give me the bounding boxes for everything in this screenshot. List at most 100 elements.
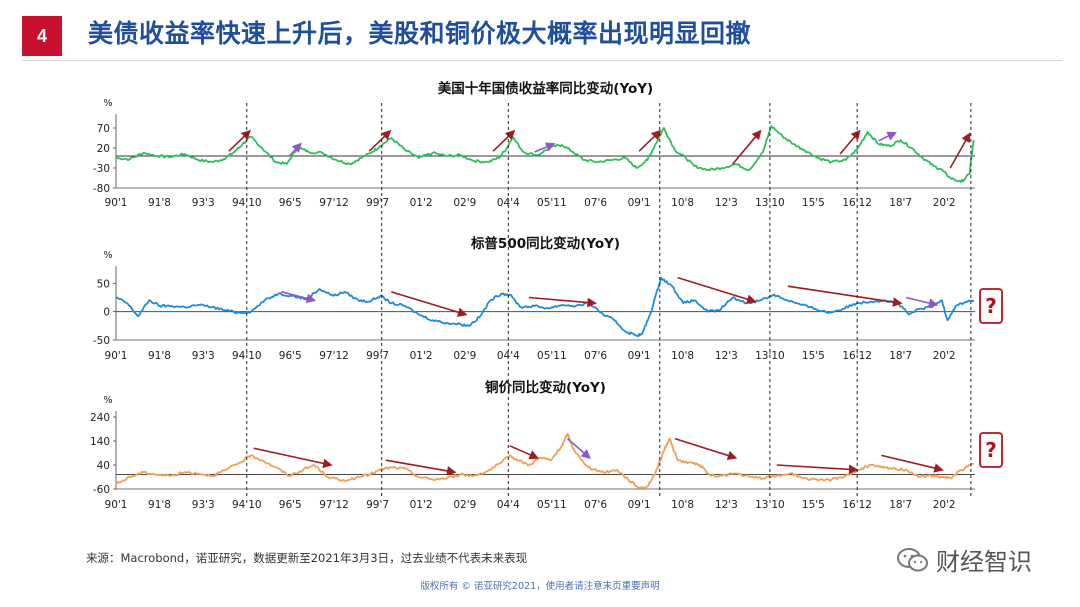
red-trend-arrow: [949, 132, 971, 169]
x-tick-label: 96'5: [279, 350, 302, 362]
x-tick-label: 12'3: [715, 197, 738, 209]
charts-canvas: 美国十年国债收益率同比变动(YoY)% 70 20 -30 -80 90'1 91'8 93'…: [90, 80, 1003, 511]
purple-trend-arrow: [905, 296, 939, 308]
red-trend-arrow: [228, 129, 251, 152]
purple-trend-arrow: [280, 291, 317, 304]
wechat-brand-icon: [897, 547, 928, 571]
x-tick-label: 15'5: [802, 197, 825, 209]
x-tick-label: 05'11: [537, 197, 567, 209]
x-tick-label: 93'3: [192, 197, 215, 209]
y-unit-label: %: [103, 250, 112, 261]
red-trend-arrow: [674, 437, 738, 461]
x-tick-label: 18'7: [889, 499, 912, 511]
red-trend-arrow: [492, 129, 516, 152]
chart-title: 标普500同比变动(YoY): [470, 235, 620, 252]
x-tick-label: 90'1: [105, 350, 128, 362]
red-trend-arrow: [677, 276, 757, 304]
series-line: [115, 276, 975, 338]
x-tick-label: 93'3: [192, 350, 215, 362]
x-tick-label: 99'7: [366, 197, 389, 209]
red-trend-arrow: [253, 447, 333, 469]
red-trend-arrow: [368, 129, 392, 152]
x-tick-label: 94'10: [232, 499, 262, 511]
purple-trend-arrow: [534, 142, 556, 153]
x-tick-label: 96'5: [279, 499, 302, 511]
x-tick-label: 02'9: [453, 197, 476, 209]
purple-trend-arrow: [288, 142, 302, 157]
x-tick-label: 99'7: [366, 499, 389, 511]
x-tick-label: 10'8: [671, 499, 694, 511]
x-tick-label: 16'12: [842, 197, 872, 209]
x-tick-label: 91'8: [148, 197, 171, 209]
red-trend-arrow: [881, 454, 944, 473]
y-tick-label: 240: [90, 412, 110, 424]
purple-trend-arrow: [566, 437, 591, 460]
x-tick-label: 20'2: [933, 197, 956, 209]
x-tick-label: 05'11: [537, 499, 567, 511]
x-tick-label: 12'3: [715, 499, 738, 511]
chart-title: 铜价同比变动(YoY): [485, 379, 606, 396]
y-tick-label: 20: [97, 143, 110, 155]
chart-panel-3: 铜价同比变动(YoY)% 240 140 40 -60 90'1 91'8 93'3 94'10…: [90, 379, 1003, 511]
y-tick-label: 0: [103, 307, 110, 319]
red-trend-arrow: [839, 129, 861, 155]
x-tick-label: 09'1: [628, 350, 651, 362]
y-tick-label: 70: [97, 123, 110, 135]
x-tick-label: 07'6: [584, 499, 607, 511]
x-tick-label: 97'12: [319, 197, 349, 209]
page-title: 美债收益率快速上升后，美股和铜价极大概率出现明显回撤: [88, 19, 752, 48]
y-tick-label: 50: [97, 278, 110, 290]
question-callout: ?: [979, 432, 1003, 468]
x-tick-label: 93'3: [192, 499, 215, 511]
red-trend-arrow: [528, 296, 597, 308]
x-tick-label: 20'2: [933, 350, 956, 362]
red-trend-arrow: [391, 291, 468, 317]
x-tick-label: 99'7: [366, 350, 389, 362]
y-tick-label: 40: [97, 460, 110, 472]
page-number-badge: 4: [22, 16, 62, 56]
source-note: 来源：Macrobond，诺亚研究，数据更新至2021年3月3日，过去业绩不代表…: [86, 551, 528, 565]
x-tick-label: 90'1: [105, 197, 128, 209]
x-tick-label: 01'2: [410, 350, 433, 362]
series-line: [115, 125, 975, 183]
red-trend-arrow: [638, 129, 662, 152]
x-tick-label: 97'12: [319, 499, 349, 511]
x-tick-label: 20'2: [933, 499, 956, 511]
x-tick-label: 07'6: [584, 197, 607, 209]
y-tick-label: -30: [93, 163, 110, 175]
x-tick-label: 16'12: [842, 499, 872, 511]
y-tick-label: -80: [93, 183, 110, 195]
y-tick-label: -60: [93, 484, 110, 496]
x-tick-label: 13'10: [755, 197, 785, 209]
x-tick-label: 02'9: [453, 350, 476, 362]
y-tick-label: 140: [90, 436, 110, 448]
red-trend-arrow: [776, 464, 859, 475]
x-tick-label: 13'10: [755, 499, 785, 511]
x-tick-label: 15'5: [802, 350, 825, 362]
x-tick-label: 02'9: [453, 499, 476, 511]
x-tick-label: 09'1: [628, 197, 651, 209]
y-tick-label: -50: [93, 335, 110, 347]
y-unit-label: %: [103, 98, 112, 109]
x-tick-label: 04'4: [497, 197, 520, 209]
red-trend-arrow: [787, 285, 903, 307]
question-mark-icon: ?: [985, 294, 997, 318]
brand-watermark: 财经智识: [896, 542, 1032, 577]
question-callout: ?: [979, 288, 1003, 324]
red-trend-arrow: [732, 129, 762, 165]
x-tick-label: 01'2: [410, 197, 433, 209]
x-tick-label: 12'3: [715, 350, 738, 362]
series-line: [115, 432, 974, 490]
red-trend-arrow: [509, 445, 540, 460]
x-tick-label: 09'1: [628, 499, 651, 511]
title-divider: [22, 60, 1062, 61]
x-tick-label: 90'1: [105, 499, 128, 511]
x-tick-label: 01'2: [410, 499, 433, 511]
x-tick-label: 18'7: [889, 350, 912, 362]
x-tick-label: 10'8: [671, 197, 694, 209]
x-tick-label: 91'8: [148, 499, 171, 511]
copyright-note: 版权所有 © 诺亚研究2021，使用者请注意末页重要声明: [420, 581, 660, 592]
x-tick-label: 07'6: [584, 350, 607, 362]
brand-name: 财经智识: [936, 548, 1032, 576]
